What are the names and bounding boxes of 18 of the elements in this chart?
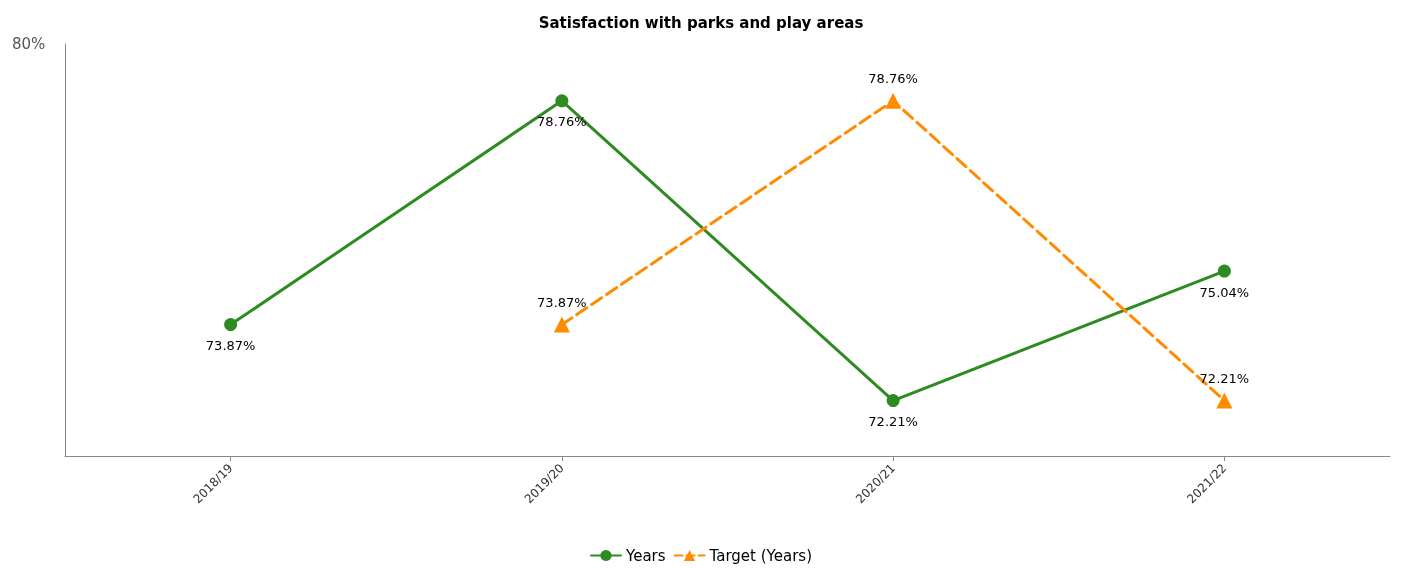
- legend-label: Target (Years): [708, 546, 813, 565]
- point: [224, 318, 238, 332]
- point: [885, 92, 902, 109]
- point: [1217, 264, 1231, 278]
- data-label: 78.76%: [868, 70, 918, 86]
- data-label: 73.87%: [537, 294, 587, 310]
- point: [886, 394, 900, 408]
- data-label: 72.21%: [868, 414, 918, 430]
- point: [1216, 392, 1233, 409]
- point: [553, 316, 570, 333]
- data-label: 73.87%: [205, 338, 256, 354]
- chart-title: Satisfaction with parks and play areas: [538, 13, 864, 32]
- data-label: 72.21%: [1199, 370, 1250, 386]
- data-label: 78.76%: [537, 114, 587, 130]
- data-label: 75.04%: [1199, 284, 1250, 300]
- legend-label: Years: [624, 546, 666, 565]
- point: [555, 94, 569, 108]
- text: 80%: [12, 34, 46, 53]
